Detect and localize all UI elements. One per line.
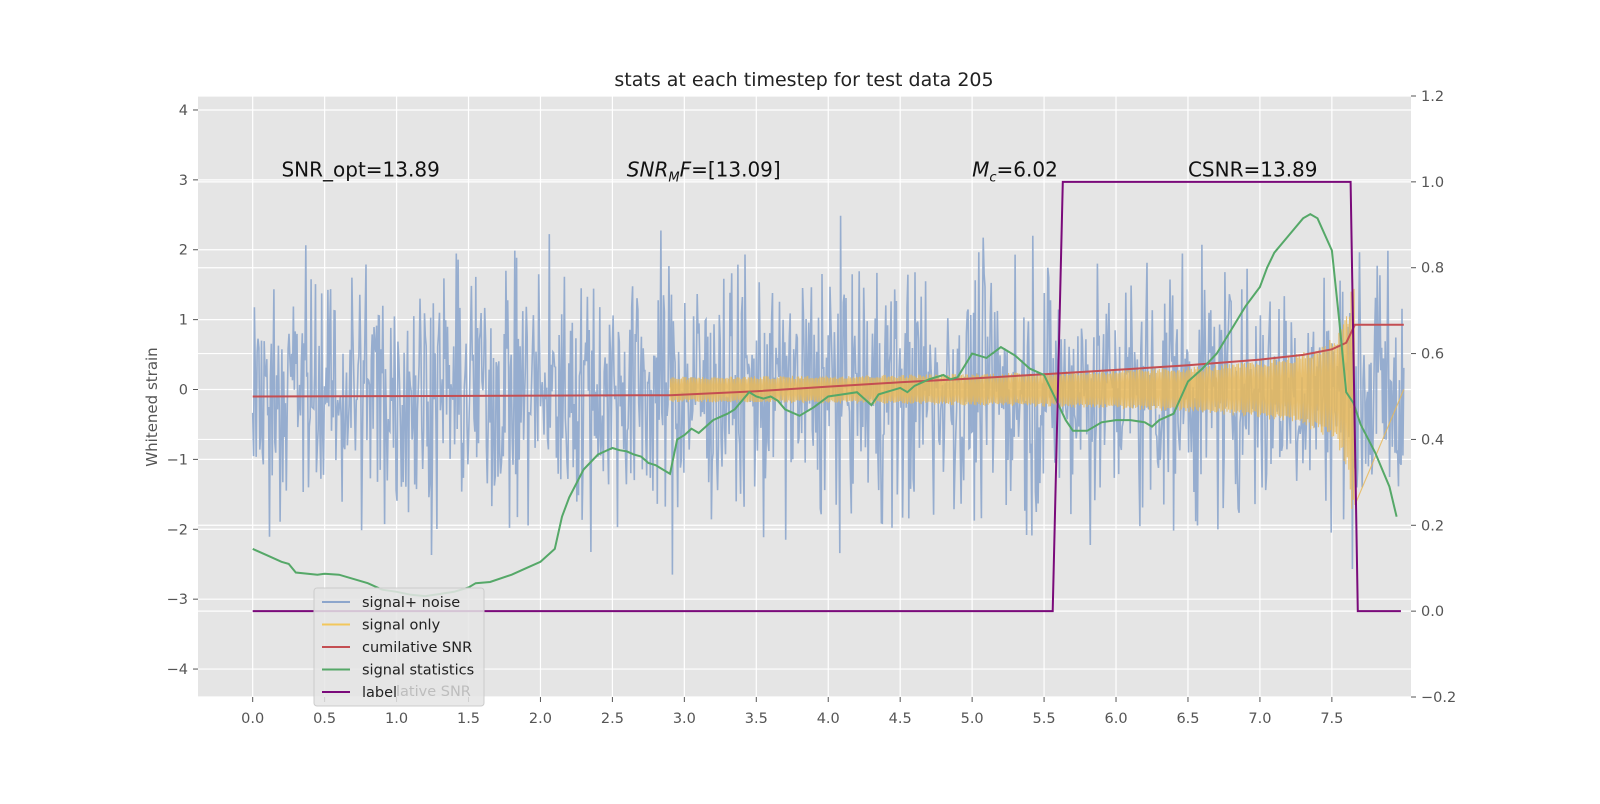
y2-tick-label: 0.8	[1421, 261, 1444, 277]
x-tick-label: 2.0	[529, 711, 552, 727]
x-tick-label: 1.0	[385, 711, 408, 727]
series-signal-only	[669, 278, 1405, 509]
y2-tick-label: 1.0	[1421, 175, 1444, 191]
x-tick-label: 7.5	[1320, 711, 1343, 727]
annotation-tail: =6.02	[997, 157, 1058, 181]
annotation-tail: F	[680, 157, 692, 181]
annotations: SNR_opt=13.89 SNRMF=[13.09] Mc=6.02 CSNR=13…	[281, 157, 1317, 185]
x-tick-label: 6.0	[1104, 711, 1127, 727]
x-tick-label: 6.5	[1176, 711, 1199, 727]
legend-label: cumilative SNR	[362, 640, 472, 656]
chart-title: stats at each timestep for test data 205	[614, 69, 993, 91]
legend-label: signal only	[362, 618, 441, 634]
annotation-main: M	[972, 157, 989, 181]
x-tick-label: 0.5	[313, 711, 336, 727]
series-lines	[252, 180, 1404, 613]
y2-tick-label: 1.2	[1421, 89, 1444, 105]
annotation-text: SNR_opt=13.89	[281, 157, 439, 181]
signal-only-line	[669, 278, 1405, 509]
legend: lative SNR signal+ noise signal only cumila…	[313, 587, 485, 707]
y2-tick-label: 0.4	[1421, 432, 1444, 448]
x-tick-label: 5.0	[961, 711, 984, 727]
x-tick-label: 1.5	[457, 711, 480, 727]
annotation-subscript: M	[668, 170, 679, 185]
annotation-text: Mc=6.02	[972, 157, 1058, 185]
x-tick-label: 7.0	[1248, 711, 1271, 727]
x-tick-label: 4.0	[817, 711, 840, 727]
legend-box	[313, 587, 485, 707]
annotation-main: SNR	[627, 157, 669, 181]
x-tick-label: 3.0	[673, 711, 696, 727]
legend-ghost-text: lative SNR	[396, 684, 471, 700]
annotation-tail-rest: =[13.09]	[691, 157, 781, 181]
annotation-text: CSNR=13.89	[1188, 157, 1318, 181]
y2-tick-label: 0.6	[1421, 347, 1444, 363]
x-tick-label: 4.5	[889, 711, 912, 727]
y-tick-label: −3	[167, 592, 188, 608]
y-tick-label: 0	[179, 383, 188, 399]
y-tick-label: 3	[179, 173, 188, 189]
legend-label: label	[362, 685, 397, 701]
y-tick-label: −4	[167, 662, 188, 678]
legend-label: signal statistics	[362, 663, 474, 679]
label-line	[252, 180, 1401, 613]
legend-label: signal+ noise	[362, 595, 460, 611]
y-tick-label: −1	[167, 452, 188, 468]
x-tick-label: 0.0	[241, 711, 264, 727]
y-axis-label: Whitened strain	[143, 347, 161, 466]
y2-tick-label: −0.2	[1421, 690, 1456, 706]
annotation-text: SNRMF=[13.09]	[627, 157, 781, 185]
signal-statistics-line	[252, 212, 1398, 598]
y-tick-label: 1	[179, 313, 188, 329]
y-tick-label: −2	[167, 522, 188, 538]
annotation-subscript: c	[989, 170, 996, 185]
x-tick-label: 3.5	[745, 711, 768, 727]
x-tick-label: 5.5	[1033, 711, 1056, 727]
y2-tick-label: 0.0	[1421, 604, 1444, 620]
y-tick-label: 2	[179, 243, 188, 259]
y-tick-label: 4	[179, 103, 188, 119]
x-tick-label: 2.5	[601, 711, 624, 727]
axes: 0.0 0.5 1.0 1.5 2.0 2.5 3.0 3.5 4.0 4.5 5.0 5.5 6.0 6…	[167, 89, 1457, 727]
y2-tick-label: 0.2	[1421, 518, 1444, 534]
